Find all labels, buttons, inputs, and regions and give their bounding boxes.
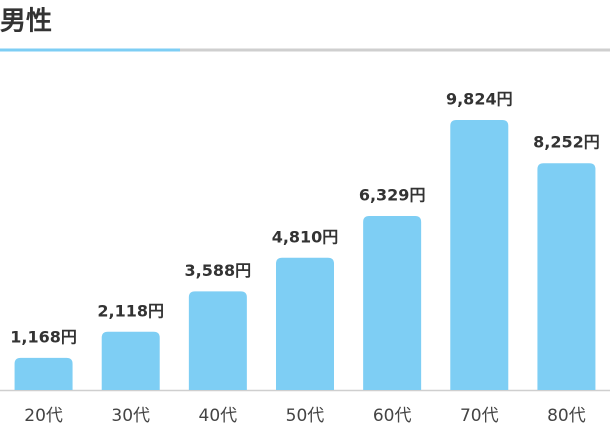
bar xyxy=(276,257,334,390)
x-tick-label: 20代 xyxy=(24,406,63,426)
bar xyxy=(188,291,247,390)
value-label: 8,252円 xyxy=(533,133,600,152)
bar xyxy=(101,331,160,390)
value-label: 9,824円 xyxy=(446,90,513,109)
bar xyxy=(14,357,73,390)
value-label: 2,118円 xyxy=(97,301,164,320)
x-tick-label: 80代 xyxy=(547,406,586,426)
value-label: 1,168円 xyxy=(10,327,77,346)
x-tick-label: 30代 xyxy=(111,406,150,426)
x-tick-label: 40代 xyxy=(199,406,238,426)
x-tick-label: 60代 xyxy=(373,406,412,426)
value-label: 3,588円 xyxy=(185,261,252,280)
chart-title: 男性 xyxy=(0,7,52,37)
value-label: 6,329円 xyxy=(359,186,426,205)
bar xyxy=(363,216,422,390)
x-tick-label: 50代 xyxy=(286,406,325,426)
bar xyxy=(537,163,596,390)
x-tick-label: 70代 xyxy=(460,406,499,426)
bar xyxy=(450,120,509,390)
value-label: 4,810円 xyxy=(272,227,339,246)
